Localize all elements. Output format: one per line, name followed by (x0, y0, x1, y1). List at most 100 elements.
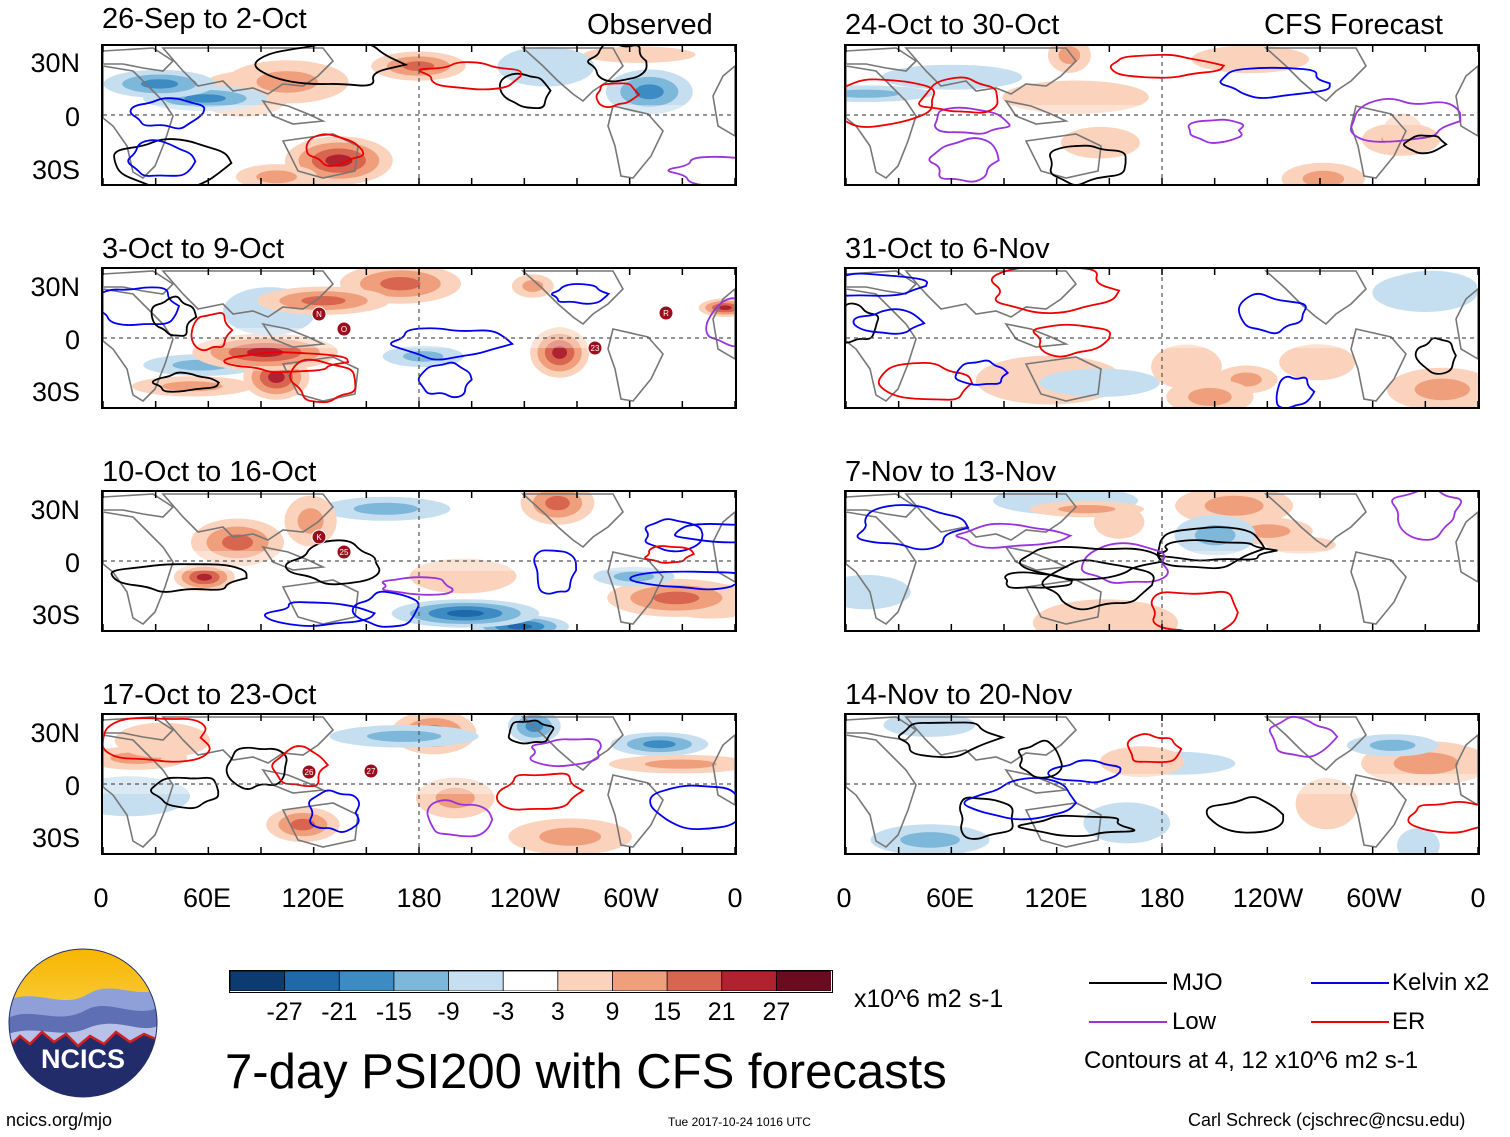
er-contour (990, 269, 1121, 315)
coastline (712, 733, 735, 806)
coastline (1263, 493, 1367, 549)
x-tick-label: 60W (1346, 883, 1402, 913)
mjo-contour (1017, 739, 1063, 779)
mjo-contour (150, 295, 198, 337)
kelvin-contour (127, 139, 197, 177)
coastline (1455, 510, 1478, 583)
colorbar-tick-label: 9 (605, 998, 620, 1026)
positive-anomaly (1188, 387, 1232, 406)
storm-marker: 25 (336, 544, 352, 560)
coastline (1263, 47, 1367, 103)
colorbar-tick-label: 27 (762, 998, 791, 1026)
negative-anomaly (366, 730, 442, 742)
coastline (1004, 99, 1069, 125)
positive-anomaly (380, 277, 421, 291)
positive-anomaly (552, 346, 567, 359)
er-contour (418, 61, 522, 91)
kelvin-contour (1275, 375, 1316, 407)
kelvin-contour (263, 601, 377, 627)
storm-label: 23 (591, 344, 600, 353)
logo-graphic: NCICS (8, 948, 158, 1098)
positive-anomaly (1204, 495, 1264, 516)
colorbar-segment (666, 971, 723, 991)
mjo-contour (1205, 796, 1285, 834)
negative-anomaly (446, 609, 484, 617)
low-contour (426, 799, 494, 838)
coastline (712, 64, 735, 137)
coastline (281, 802, 359, 848)
colorbar-tick-label: 15 (653, 998, 681, 1026)
colorbar-tick-label: -21 (321, 998, 358, 1026)
coastline (846, 734, 917, 849)
mjo-contour (498, 72, 552, 110)
y-tick-30n: 30N (30, 48, 80, 78)
map-panel-8 (844, 713, 1480, 855)
x-tick-label: 60E (925, 883, 975, 913)
positive-anomaly (718, 305, 732, 310)
colorbar-segment (612, 971, 669, 991)
coastline (712, 287, 735, 360)
colorbar-graphic (230, 971, 831, 991)
coastline (261, 99, 326, 125)
er-contour (918, 76, 999, 114)
footer-timestamp: Tue 2017-10-24 1016 UTC (668, 1115, 811, 1129)
coastline (161, 716, 335, 764)
positive-anomaly (256, 170, 297, 184)
er-contour (595, 82, 641, 109)
x-tick-label: 180 (396, 883, 442, 913)
coastline (1455, 733, 1478, 806)
coastline (520, 270, 624, 326)
er-contour (846, 78, 936, 128)
er-contour (271, 745, 330, 788)
footer-url[interactable]: ncics.org/mjo (6, 1110, 113, 1130)
y-tick-30n: 30N (30, 272, 80, 302)
colorbar-segment (284, 971, 341, 991)
map-canvas: 23 R N O (103, 269, 735, 407)
x-tick-label: 60E (182, 883, 232, 913)
column-label-forecast: CFS Forecast (1264, 9, 1443, 41)
colorbar-segment (393, 971, 450, 991)
mjo-contour (254, 46, 409, 87)
map-canvas (846, 269, 1478, 407)
kelvin-contour (649, 784, 735, 831)
storm-label: O (341, 325, 347, 334)
y-tick-30s: 30S (31, 377, 80, 407)
y-tick-30n: 30N (30, 718, 80, 748)
coastline (103, 65, 174, 180)
map-canvas: K 25 (103, 492, 735, 630)
mjo-contour (150, 776, 220, 810)
colorbar-segment (230, 971, 286, 991)
positive-anomaly (1058, 46, 1081, 65)
mjo-contour (151, 371, 221, 393)
er-contour (1150, 590, 1239, 630)
panel-title-3: 10-Oct to 16-Oct (102, 456, 317, 488)
positive-anomaly (1002, 80, 1149, 114)
map-canvas (846, 715, 1478, 853)
low-contour (667, 155, 735, 184)
positive-anomaly (1295, 778, 1359, 830)
coastline (607, 328, 664, 402)
storm-label: R (663, 309, 669, 318)
map-panel-5 (844, 44, 1480, 186)
negative-anomaly (1369, 739, 1416, 751)
positive-anomaly (1302, 170, 1345, 184)
kelvin-contour (856, 504, 970, 551)
y-tick-30n: 30N (30, 495, 80, 525)
positive-anomaly (545, 495, 570, 511)
negative-anomaly (846, 89, 900, 98)
y-tick-0: 0 (64, 102, 80, 132)
storm-marker: R (658, 305, 674, 321)
map-panel-6 (844, 267, 1480, 409)
figure-title: 7-day PSI200 with CFS forecasts (225, 1045, 947, 1099)
coastline (281, 356, 359, 402)
coastline (161, 493, 335, 541)
legend-line-kelvin (1311, 982, 1389, 984)
storm-marker: K (311, 529, 327, 545)
positive-anomaly (435, 787, 475, 809)
x-tick-label: 60W (603, 883, 659, 913)
kelvin-contour (308, 789, 360, 833)
positive-anomaly (1151, 344, 1222, 390)
negative-anomaly (1397, 828, 1440, 853)
mjo-contour (1019, 546, 1163, 581)
mjo-contour (110, 563, 248, 593)
